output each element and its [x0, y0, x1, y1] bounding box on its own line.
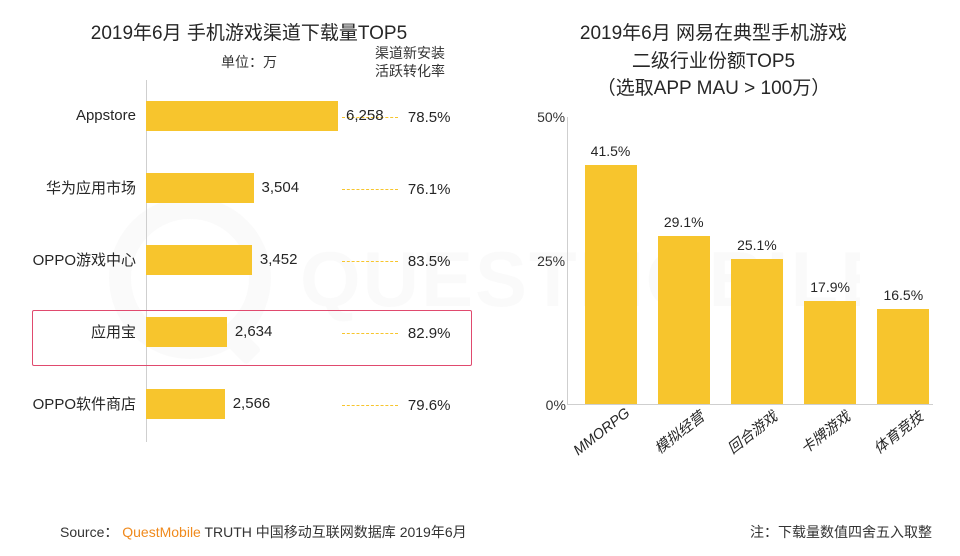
- vbar: [585, 165, 637, 404]
- vbar-value-label: 29.1%: [658, 214, 710, 230]
- right-chart-area: 0%25%50%41.5%29.1%25.1%17.9%16.5% MMORPG…: [525, 117, 922, 457]
- hbar-track: 3,504: [146, 173, 338, 203]
- vbar: [658, 236, 710, 404]
- conversion-cell: 76.1%: [338, 154, 470, 226]
- conversion-dash: [342, 333, 398, 334]
- xcategory-label: 模拟经营: [649, 406, 708, 458]
- source-rest: TRUTH 中国移动互联网数据库 2019年6月: [204, 524, 466, 540]
- vbar-value-label: 41.5%: [585, 143, 637, 159]
- conversion-value: 79.6%: [408, 397, 470, 414]
- hbar-category-label: 华为应用市场: [28, 177, 146, 198]
- hbar-row: Appstore6,258: [28, 80, 338, 152]
- vbar-value-label: 16.5%: [877, 287, 929, 303]
- xcategory-label: 回合游戏: [723, 406, 782, 458]
- footer: Source： QuestMobile TRUTH 中国移动互联网数据库 201…: [60, 522, 932, 542]
- hbar-value-label: 2,634: [227, 317, 273, 347]
- vbar-value-label: 25.1%: [731, 237, 783, 253]
- source-text: Source： QuestMobile TRUTH 中国移动互联网数据库 201…: [60, 522, 467, 542]
- conversion-value: 78.5%: [408, 109, 470, 126]
- conversion-value: 83.5%: [408, 253, 470, 270]
- vbar: [731, 259, 783, 404]
- vbar-wrap: 25.1%: [731, 259, 783, 404]
- right-title-l1: 2019年6月 网易在典型手机游戏: [495, 20, 932, 48]
- xcategory-label: 体育竞技: [869, 406, 928, 458]
- source-brand: QuestMobile: [122, 524, 201, 540]
- source-prefix: Source：: [60, 524, 118, 540]
- conversion-dash: [342, 261, 398, 262]
- vbar-wrap: 41.5%: [585, 165, 637, 404]
- conversion-dash: [342, 189, 398, 190]
- hbar: [146, 101, 338, 131]
- vbar: [804, 301, 856, 404]
- conversion-cell: 79.6%: [338, 370, 470, 442]
- hbar-value-label: 3,452: [252, 245, 298, 275]
- hbar: [146, 173, 254, 203]
- conversion-header-l1: 渠道新安装: [350, 44, 470, 62]
- footer-note: 注：下载量数值四舍五入取整: [750, 522, 932, 542]
- xcategory-label: 卡牌游戏: [796, 406, 855, 458]
- vbar-wrap: 17.9%: [804, 301, 856, 404]
- conversion-value: 82.9%: [408, 325, 470, 342]
- hbar-category-label: OPPO软件商店: [28, 393, 146, 414]
- left-panel: 2019年6月 手机游戏渠道下载量TOP5 单位：万 Appstore6,258…: [28, 20, 470, 546]
- xcategory-label: MMORPG: [570, 405, 633, 459]
- hbar-track: 2,634: [146, 317, 338, 347]
- right-panel: 2019年6月 网易在典型手机游戏 二级行业份额TOP5 （选取APP MAU …: [495, 20, 932, 546]
- right-title: 2019年6月 网易在典型手机游戏 二级行业份额TOP5 （选取APP MAU …: [495, 20, 932, 103]
- hbar-row: 华为应用市场 3,504: [28, 152, 338, 224]
- hbar: [146, 245, 252, 275]
- hbar-track: 6,258: [146, 101, 338, 131]
- right-title-l2: 二级行业份额TOP5: [495, 48, 932, 76]
- chart-container: 2019年6月 手机游戏渠道下载量TOP5 单位：万 Appstore6,258…: [0, 0, 960, 556]
- hbar-category-label: 应用宝: [28, 321, 146, 342]
- vbar-wrap: 16.5%: [877, 309, 929, 404]
- ytick-label: 50%: [537, 109, 565, 125]
- vbar-wrap: 29.1%: [658, 236, 710, 404]
- left-bars-column: Appstore6,258 华为应用市场 3,504 OPPO游戏中心 3,452 应用宝…: [28, 80, 338, 442]
- hbar-value-label: 3,504: [254, 173, 300, 203]
- left-conversion-column: 渠道新安装 活跃转化率 78.5%76.1%83.5%82.9%79.6%: [338, 80, 470, 442]
- conversion-cell: 82.9%: [338, 298, 470, 370]
- ytick-label: 0%: [546, 397, 566, 413]
- hbar-value-label: 6,258: [338, 101, 384, 131]
- hbar: [146, 389, 225, 419]
- conversion-value: 76.1%: [408, 181, 470, 198]
- hbar-row: OPPO软件商店 2,566: [28, 368, 338, 440]
- vbar: [877, 309, 929, 404]
- hbar-category-label: OPPO游戏中心: [28, 249, 146, 270]
- conversion-header: 渠道新安装 活跃转化率: [338, 44, 470, 80]
- right-title-l3: （选取APP MAU > 100万）: [495, 75, 932, 103]
- hbar-row: OPPO游戏中心 3,452: [28, 224, 338, 296]
- hbar: [146, 317, 227, 347]
- right-plot: 0%25%50%41.5%29.1%25.1%17.9%16.5%: [567, 117, 933, 405]
- ytick-label: 25%: [537, 253, 565, 269]
- hbar-track: 2,566: [146, 389, 338, 419]
- hbar-value-label: 2,566: [225, 389, 271, 419]
- hbar-row: 应用宝 2,634: [28, 296, 338, 368]
- conversion-cell: 83.5%: [338, 226, 470, 298]
- vbar-value-label: 17.9%: [804, 279, 856, 295]
- hbar-track: 3,452: [146, 245, 338, 275]
- conversion-header-l2: 活跃转化率: [350, 62, 470, 80]
- hbar-category-label: Appstore: [28, 107, 146, 124]
- conversion-dash: [342, 405, 398, 406]
